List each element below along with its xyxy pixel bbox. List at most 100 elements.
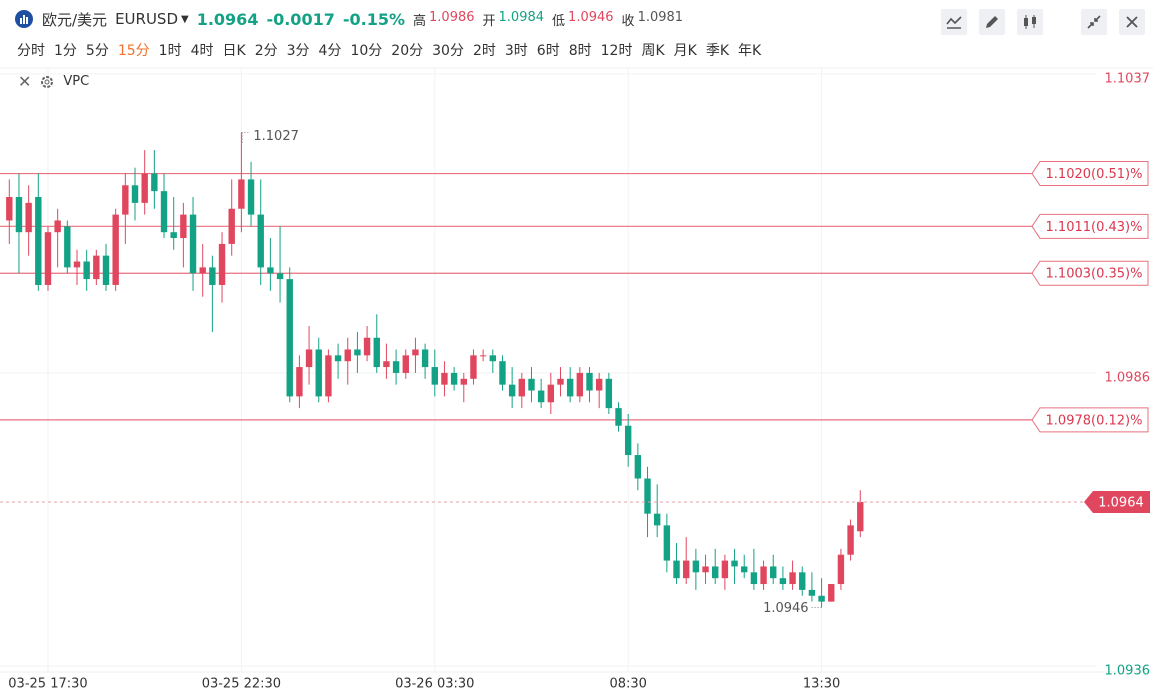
period-tab[interactable]: 20分 [391, 43, 424, 59]
candle-body [402, 355, 409, 373]
candle-body [170, 232, 177, 239]
candle-body [392, 361, 400, 373]
candle-body [412, 349, 419, 356]
candle-body [528, 378, 535, 391]
dropdown[interactable]: ▼ [181, 13, 189, 25]
candle-body [160, 191, 168, 233]
candle-body [305, 349, 313, 368]
period-tab[interactable]: 分时 [17, 43, 45, 59]
candle-body [334, 355, 342, 362]
candle-body [537, 390, 545, 403]
period-tab[interactable]: 2时 [472, 43, 496, 59]
candle-body [421, 349, 429, 368]
candle-body [586, 372, 593, 391]
candle-body [228, 208, 235, 244]
candle-body [508, 384, 516, 397]
candle-body [808, 589, 816, 596]
period-tab[interactable]: 3分 [286, 43, 310, 59]
period-tab[interactable]: 5分 [85, 43, 109, 59]
candle-body [315, 349, 322, 397]
x-tick-label: 03-26 03:30 [395, 677, 474, 692]
candle-body [721, 560, 729, 579]
candle-body [102, 255, 110, 285]
change: -0.0017 [266, 9, 335, 29]
settings-icon[interactable] [39, 74, 55, 90]
candle-body [122, 185, 129, 215]
stat: 高 1.0986 [413, 10, 475, 29]
draw-tool[interactable] [979, 9, 1005, 35]
candle-body [276, 273, 284, 280]
stat-label: 收 [621, 13, 635, 29]
candle-body [479, 355, 487, 357]
candle-body [450, 372, 458, 385]
period-tab[interactable]: 1分 [54, 43, 77, 59]
y-tick-label: 1.0936 [1105, 664, 1151, 679]
candle-body [257, 214, 264, 268]
candle-body [644, 478, 651, 514]
candle-body [180, 214, 187, 239]
period-tab[interactable]: 6时 [536, 43, 560, 59]
period-tab[interactable]: 3时 [504, 43, 528, 59]
last-price-tag [1084, 490, 1150, 513]
period-tab[interactable]: 15分 [117, 43, 150, 59]
period-tab[interactable]: 季K [705, 43, 730, 59]
period-tab[interactable]: 8时 [568, 43, 592, 59]
close-icon[interactable]: ✕ [18, 72, 32, 91]
candle-body [344, 349, 351, 362]
period-tab[interactable]: 年K [738, 43, 762, 59]
period-tab[interactable]: 4分 [318, 43, 342, 59]
x-tick-label: 03-25 17:30 [8, 677, 87, 692]
candle-body [789, 572, 796, 585]
candle-body [354, 349, 361, 356]
y-tick-label: 1.0986 [1105, 370, 1151, 385]
candle-body [209, 267, 216, 285]
y-tick-label: 1.1037 [1105, 71, 1151, 86]
symbol-name: 欧元/美元 [42, 10, 108, 29]
candle-body [683, 560, 690, 579]
stat: 低 1.0946 [552, 10, 614, 29]
period-tab[interactable]: 月K [673, 43, 697, 59]
candle-body [702, 566, 709, 573]
x-tick-label: 13:30 [803, 677, 840, 692]
candle-body [441, 372, 448, 385]
collapse-tool[interactable] [1081, 9, 1107, 35]
toolbar [941, 9, 1145, 35]
candle-body [25, 202, 32, 233]
period-tab[interactable]: 10分 [350, 43, 383, 59]
period-tab[interactable]: 4时 [190, 43, 214, 59]
close-tool[interactable] [1119, 9, 1145, 35]
symbol-code[interactable]: EURUSD [115, 10, 178, 28]
high-label: 1.1027 [253, 129, 299, 144]
candle-body [576, 372, 584, 397]
stat: 收 1.0981 [622, 10, 684, 29]
candle-body [470, 355, 477, 379]
level-label: 1.1003(0.35)% [1046, 267, 1143, 282]
candle-body [325, 355, 332, 397]
price: 1.0964 [196, 9, 259, 29]
period-tab[interactable]: 日K [222, 43, 246, 59]
candle-body [296, 367, 303, 397]
candle-body [131, 185, 139, 203]
period-tab[interactable]: 30分 [432, 43, 464, 59]
level-tag-box [1031, 407, 1149, 433]
candle-body [731, 560, 738, 567]
candle-body [799, 572, 806, 590]
candle-tool[interactable] [1017, 9, 1043, 35]
period-tab[interactable]: 12时 [600, 43, 633, 59]
level-tag-box [1031, 260, 1149, 286]
stat-value: 1.0946 [568, 9, 614, 25]
line-tool[interactable] [941, 9, 967, 35]
period-tab[interactable]: 周K [641, 43, 665, 59]
candle-body [151, 173, 158, 192]
stat: 开 1.0984 [483, 10, 545, 29]
candle-body [653, 513, 661, 526]
candle-body [663, 525, 671, 561]
candle-body [460, 378, 467, 385]
period-tab[interactable]: 1时 [158, 43, 182, 59]
candle-body [35, 197, 42, 285]
stat-label: 开 [482, 13, 496, 29]
period-tab[interactable]: 2分 [254, 43, 278, 59]
candle-body [770, 566, 777, 579]
period-bar: 分时 1分 5分 15分 1时 4时 日K 2分 3分 4分 10分 20分 30分 2时 3时 6时 8时 12… [17, 40, 761, 60]
candle-body [431, 367, 438, 385]
